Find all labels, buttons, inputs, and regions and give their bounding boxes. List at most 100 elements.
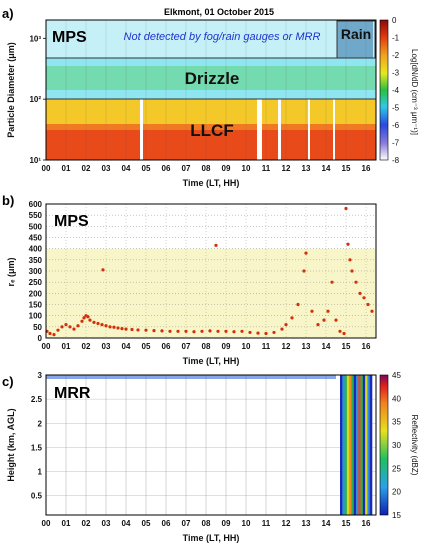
- x-tick-label: 13: [302, 164, 311, 173]
- x-tick-label: 06: [162, 519, 171, 528]
- data-point: [184, 329, 188, 333]
- panel-c-y-ticks: 0.5 1 1.5 2 2.5 3: [31, 371, 43, 501]
- data-point: [330, 280, 334, 284]
- data-point: [64, 323, 68, 327]
- panel-c-colorbar: [379, 374, 389, 516]
- panel-b-instrument: MPS: [54, 213, 89, 230]
- x-tick-label: 07: [182, 519, 191, 528]
- data-point: [256, 331, 260, 335]
- data-point: [80, 319, 84, 323]
- data-point: [88, 318, 92, 322]
- data-point: [248, 330, 252, 335]
- x-tick-label: 06: [162, 342, 171, 351]
- panel-a-plot: MPS Not detected by fog/rain gauges or M…: [45, 19, 377, 161]
- x-tick-label: 09: [222, 342, 231, 351]
- panel-a-colorbar-ticks: 0 -1 -2 -3 -4 -5 -6 -7 -8: [392, 16, 400, 165]
- x-tick-label: 09: [222, 164, 231, 173]
- panel-c-colorbar-ticks: 45 40 35 30 25 20 15: [392, 371, 401, 520]
- x-tick-label: 04: [122, 164, 131, 173]
- panel-c-colorbar-title: Reflectivity (dBZ): [410, 415, 419, 476]
- panel-b-y-title: rₑ (μm): [6, 258, 16, 287]
- data-point: [82, 316, 86, 320]
- panel-a-instrument: MPS: [52, 29, 87, 46]
- panel-c-x-title: Time (LT, HH): [183, 533, 240, 543]
- echo-column: [351, 375, 355, 515]
- x-tick-label: 16: [362, 342, 371, 351]
- data-point: [214, 243, 218, 247]
- echo-column: [342, 375, 345, 515]
- x-tick-label: 02: [82, 519, 91, 528]
- data-point: [316, 323, 320, 327]
- data-point: [208, 329, 212, 333]
- y-tick-label: 2.5: [31, 395, 43, 404]
- llcf-label: LLCF: [190, 121, 233, 140]
- panel-a-y-ticks: 10¹ 10² 10³: [29, 34, 46, 165]
- x-tick-label: 03: [102, 164, 111, 173]
- echo-column: [367, 375, 371, 515]
- x-tick-label: 10: [242, 164, 251, 173]
- panel-b-x-title: Time (LT, HH): [183, 356, 240, 366]
- data-point: [160, 329, 164, 333]
- data-point: [192, 330, 196, 334]
- x-tick-label: 04: [122, 519, 131, 528]
- x-tick-label: 05: [142, 342, 151, 351]
- panel-c-background: [46, 375, 376, 515]
- y-tick-label: 200: [29, 289, 43, 298]
- drizzle-label: Drizzle: [185, 69, 240, 88]
- data-point: [302, 269, 306, 273]
- panel-c-frame: [45, 374, 377, 516]
- y-tick-label: 300: [29, 267, 43, 276]
- x-tick-label: 12: [282, 342, 291, 351]
- echo-column: [358, 375, 361, 515]
- x-tick-label: 05: [142, 164, 151, 173]
- echo-column: [360, 375, 364, 515]
- colorbar-tick-label: -1: [392, 34, 400, 43]
- data-gap: [308, 99, 310, 160]
- data-gap: [140, 99, 143, 160]
- colorbar-tick-label: -8: [392, 156, 400, 165]
- data-point: [108, 325, 112, 329]
- panel-a-gaps: [140, 99, 335, 160]
- data-point: [144, 328, 148, 332]
- x-tick-label: 00: [42, 342, 51, 351]
- x-tick-label: 08: [202, 519, 211, 528]
- data-point: [280, 327, 284, 331]
- panel-a-label: a): [2, 6, 14, 21]
- data-point: [224, 329, 228, 333]
- x-tick-label: 08: [202, 164, 211, 173]
- panel-c-y-title: Height (km, AGL): [6, 408, 16, 481]
- x-tick-label: 14: [322, 164, 331, 173]
- x-tick-label: 11: [262, 342, 271, 351]
- y-tick-label: 0.5: [31, 492, 43, 501]
- colorbar-tick-label: 15: [392, 511, 401, 520]
- x-tick-label: 15: [342, 164, 351, 173]
- data-point: [350, 269, 354, 273]
- data-point: [168, 329, 172, 333]
- y-tick-label: 10¹: [29, 156, 41, 165]
- data-point: [60, 325, 64, 329]
- data-point: [264, 331, 268, 336]
- data-point: [348, 258, 352, 262]
- panel-a-frame: [45, 19, 377, 161]
- panel-c-label: c): [2, 374, 14, 389]
- data-point: [296, 302, 300, 307]
- x-tick-label: 01: [62, 164, 71, 173]
- panel-a-x-ticks: 00 01 02 03 04 05 06 07 08 09 10 11 12 13 14 15 16: [42, 164, 371, 173]
- y-tick-label: 400: [29, 245, 43, 254]
- data-point: [322, 318, 326, 322]
- panel-a-colorbar-title: Log[dN/dD (cm⁻³ μm⁻¹)]: [410, 49, 419, 135]
- data-point: [326, 309, 330, 313]
- data-point: [290, 316, 294, 320]
- panel-b-y-ticks: 0 50 100 150 200 250 300 350 400 450 500 550 600: [29, 200, 43, 343]
- x-tick-label: 11: [262, 164, 271, 173]
- x-tick-label: 06: [162, 164, 171, 173]
- echo-column: [356, 375, 359, 515]
- echo-column: [369, 375, 373, 515]
- colorbar-tick-label: 45: [392, 371, 401, 380]
- rain-echo: [337, 20, 373, 58]
- colorbar-tick-label: -6: [392, 121, 400, 130]
- x-tick-label: 13: [302, 519, 311, 528]
- colorbar-tick-label: -5: [392, 104, 400, 113]
- data-point: [344, 206, 348, 211]
- x-tick-label: 07: [182, 164, 191, 173]
